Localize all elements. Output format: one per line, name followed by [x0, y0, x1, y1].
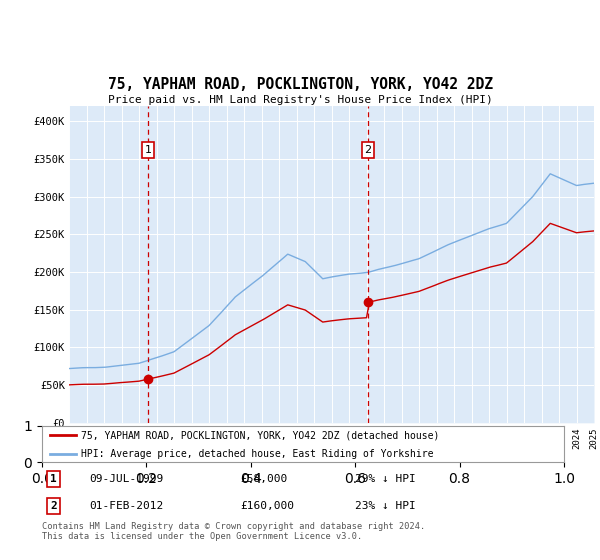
Text: £160,000: £160,000 — [241, 501, 295, 511]
Text: 75, YAPHAM ROAD, POCKLINGTON, YORK, YO42 2DZ (detached house): 75, YAPHAM ROAD, POCKLINGTON, YORK, YO42… — [81, 431, 440, 440]
Text: 1: 1 — [50, 474, 57, 484]
Text: 2: 2 — [364, 145, 371, 155]
Text: 75, YAPHAM ROAD, POCKLINGTON, YORK, YO42 2DZ: 75, YAPHAM ROAD, POCKLINGTON, YORK, YO42… — [107, 77, 493, 92]
Text: HPI: Average price, detached house, East Riding of Yorkshire: HPI: Average price, detached house, East… — [81, 449, 434, 459]
Text: Contains HM Land Registry data © Crown copyright and database right 2024.
This d: Contains HM Land Registry data © Crown c… — [42, 522, 425, 542]
Text: 09-JUL-1999: 09-JUL-1999 — [89, 474, 163, 484]
Text: 01-FEB-2012: 01-FEB-2012 — [89, 501, 163, 511]
Text: £58,000: £58,000 — [241, 474, 287, 484]
Text: 2: 2 — [50, 501, 57, 511]
Text: Price paid vs. HM Land Registry's House Price Index (HPI): Price paid vs. HM Land Registry's House … — [107, 95, 493, 105]
Text: 23% ↓ HPI: 23% ↓ HPI — [355, 501, 416, 511]
Text: 29% ↓ HPI: 29% ↓ HPI — [355, 474, 416, 484]
Text: 1: 1 — [145, 145, 152, 155]
